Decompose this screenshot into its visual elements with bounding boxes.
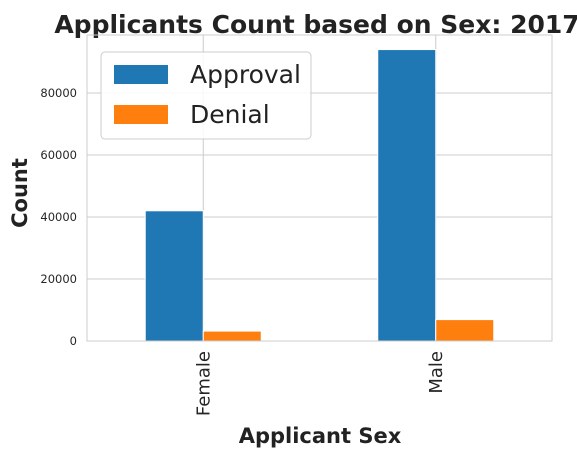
y-axis-ticks: 0 20000 40000 60000 80000: [40, 86, 77, 348]
chart-title: Applicants Count based on Sex: 2017: [54, 10, 577, 39]
plot-area-frame: [86, 34, 553, 342]
bar-approval-female: [144, 210, 204, 342]
x-axis-label: Applicant Sex: [239, 424, 402, 448]
legend-swatch-denial: [114, 105, 168, 124]
bar-approval-male: [377, 49, 437, 342]
x-axis-ticks: Female Male: [193, 351, 447, 416]
y-tick-label: 40000: [40, 210, 77, 224]
y-axis-label: Count: [8, 158, 32, 228]
y-tick-label: 80000: [40, 86, 77, 100]
bar-denial-female: [202, 330, 262, 342]
y-tick-label: 20000: [40, 272, 77, 286]
bars: [144, 49, 495, 342]
y-tick-label: 0: [70, 334, 77, 348]
legend-label-approval: Approval: [190, 60, 301, 89]
legend: Approval Denial: [100, 51, 312, 140]
x-tick-label: Male: [426, 351, 447, 394]
y-tick-label: 60000: [40, 148, 77, 162]
x-tick-label: Female: [193, 351, 214, 416]
legend-swatch-approval: [114, 65, 168, 84]
bar-denial-male: [435, 319, 495, 342]
legend-label-denial: Denial: [190, 100, 270, 129]
